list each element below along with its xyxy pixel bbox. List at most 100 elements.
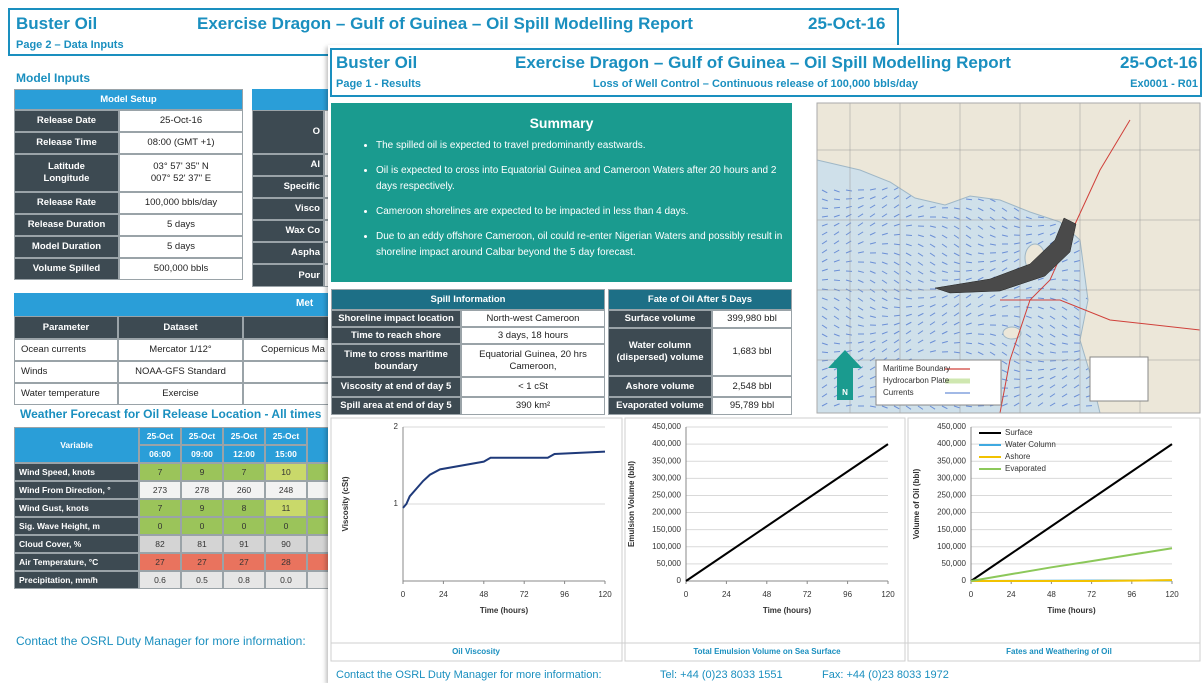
footer-contact: Contact the OSRL Duty Manager for more i… bbox=[336, 669, 602, 681]
row-label: Release Time bbox=[14, 132, 119, 154]
table-cell: 11 bbox=[265, 499, 307, 517]
row-value: North-west Cameroon bbox=[461, 310, 605, 327]
row-value: Equatorial Guinea, 20 hrs Cameroon, bbox=[461, 344, 605, 377]
summary-title: Summary bbox=[331, 115, 792, 131]
table-cell: 7 bbox=[139, 499, 181, 517]
row-value: 25-Oct-16 bbox=[119, 110, 243, 132]
time-header: 06:00 bbox=[139, 445, 181, 463]
column-header: Variable bbox=[14, 427, 139, 463]
report-screenshot: Buster Oil Exercise Dragon – Gulf of Guin… bbox=[0, 0, 1204, 683]
contact-line: Contact the OSRL Duty Manager for more i… bbox=[16, 634, 306, 648]
row-label: Specific bbox=[252, 176, 324, 198]
row-value: 2,548 bbl bbox=[712, 376, 792, 397]
report-title: Exercise Dragon – Gulf of Guinea – Oil S… bbox=[515, 53, 1011, 73]
cell-line: 007° 52' 37" E bbox=[151, 173, 211, 185]
row-value: < 1 cSt bbox=[461, 377, 605, 397]
row-label: Sig. Wave Height, m bbox=[14, 517, 139, 535]
row-label: Water column (dispersed) volume bbox=[608, 328, 712, 376]
row-label: Wind From Direction, ° bbox=[14, 481, 139, 499]
table-cell: 81 bbox=[181, 535, 223, 553]
row-label: Al bbox=[252, 154, 324, 176]
table-cell: Winds bbox=[14, 361, 118, 383]
table-cell: Exercise bbox=[118, 383, 243, 405]
report-date: 25-Oct-16 bbox=[808, 14, 885, 34]
row-label: Precipitation, mm/h bbox=[14, 571, 139, 589]
row-value: 399,980 bbl bbox=[712, 310, 792, 328]
table-cell: 0.5 bbox=[181, 571, 223, 589]
row-label: O bbox=[252, 110, 324, 154]
row-label: Shoreline impact location bbox=[331, 310, 461, 327]
table-cell: 9 bbox=[181, 499, 223, 517]
table-cell: 8 bbox=[223, 499, 265, 517]
date-header: 25-Oct bbox=[223, 427, 265, 445]
time-header: 15:00 bbox=[265, 445, 307, 463]
section-title: Model Inputs bbox=[16, 71, 90, 85]
footer-tel: Tel: +44 (0)23 8033 1551 bbox=[660, 669, 783, 681]
summary-bullet: Due to an eddy offshore Cameroon, oil co… bbox=[376, 229, 791, 261]
table-cell: 260 bbox=[223, 481, 265, 499]
page1: Buster OilExercise Dragon – Gulf of Guin… bbox=[328, 45, 1204, 683]
row-label: Surface volume bbox=[608, 310, 712, 328]
report-reference: Ex0001 - R01 bbox=[1130, 78, 1198, 90]
table-cell: 0.0 bbox=[265, 571, 307, 589]
row-label: Time to reach shore bbox=[331, 327, 461, 344]
row-label: Volume Spilled bbox=[14, 258, 119, 280]
table-cell: 0.6 bbox=[139, 571, 181, 589]
table-cell: 27 bbox=[139, 553, 181, 571]
table-cell: 248 bbox=[265, 481, 307, 499]
page-label: Page 2 – Data Inputs bbox=[16, 39, 124, 51]
page-label: Page 1 - Results bbox=[336, 78, 421, 90]
table-cell: 0 bbox=[265, 517, 307, 535]
table-cell: Ocean currents bbox=[14, 339, 118, 361]
table-cell: 7 bbox=[223, 463, 265, 481]
summary-bullet: Cameroon shorelines are expected to be i… bbox=[376, 204, 791, 220]
row-label: Aspha bbox=[252, 242, 324, 264]
table-title: Met bbox=[296, 298, 313, 309]
summary-box: Summary The spilled oil is expected to tr… bbox=[331, 103, 792, 282]
table-cell: 91 bbox=[223, 535, 265, 553]
table-cell: Water temperature bbox=[14, 383, 118, 405]
column-header: Parameter bbox=[14, 316, 118, 339]
report-date: 25-Oct-16 bbox=[1120, 53, 1197, 73]
row-label: Release Date bbox=[14, 110, 119, 132]
table-cell: 9 bbox=[181, 463, 223, 481]
table-cell: 273 bbox=[139, 481, 181, 499]
row-label: Viscosity at end of day 5 bbox=[331, 377, 461, 397]
row-label: Cloud Cover, % bbox=[14, 535, 139, 553]
row-value: 390 km² bbox=[461, 397, 605, 415]
table-cell: 278 bbox=[181, 481, 223, 499]
row-label: Pour bbox=[252, 264, 324, 287]
row-label: Spill area at end of day 5 bbox=[331, 397, 461, 415]
table-cell: 10 bbox=[265, 463, 307, 481]
row-value: 5 days bbox=[119, 214, 243, 236]
footer-fax: Fax: +44 (0)23 8033 1972 bbox=[822, 669, 949, 681]
summary-bullet: The spilled oil is expected to travel pr… bbox=[376, 138, 791, 154]
section-title: Weather Forecast for Oil Release Locatio… bbox=[20, 407, 321, 421]
row-label: Wind Speed, knots bbox=[14, 463, 139, 481]
row-label: Release Rate bbox=[14, 192, 119, 214]
cell-line: Longitude bbox=[44, 173, 90, 185]
row-label: Visco bbox=[252, 198, 324, 220]
table-cell: 0 bbox=[223, 517, 265, 535]
summary-bullet: Oil is expected to cross into Equatorial… bbox=[376, 163, 791, 195]
row-value: 08:00 (GMT +1) bbox=[119, 132, 243, 154]
row-value: 3 days, 18 hours bbox=[461, 327, 605, 344]
cell-line: Latitude bbox=[48, 161, 85, 173]
table-cell: 27 bbox=[181, 553, 223, 571]
date-header: 25-Oct bbox=[181, 427, 223, 445]
company: Buster Oil bbox=[16, 14, 97, 34]
table-cell: 28 bbox=[265, 553, 307, 571]
row-value: 1,683 bbl bbox=[712, 328, 792, 376]
table-cell: 7 bbox=[139, 463, 181, 481]
row-label: Wax Co bbox=[252, 220, 324, 242]
row-value: 5 days bbox=[119, 236, 243, 258]
date-header: 25-Oct bbox=[139, 427, 181, 445]
row-label: Air Temperature, °C bbox=[14, 553, 139, 571]
row-label: Wind Gust, knots bbox=[14, 499, 139, 517]
table-cell: 27 bbox=[223, 553, 265, 571]
row-value: 100,000 bbls/day bbox=[119, 192, 243, 214]
table-header bbox=[14, 293, 344, 316]
summary-list: The spilled oil is expected to travel pr… bbox=[358, 138, 791, 270]
